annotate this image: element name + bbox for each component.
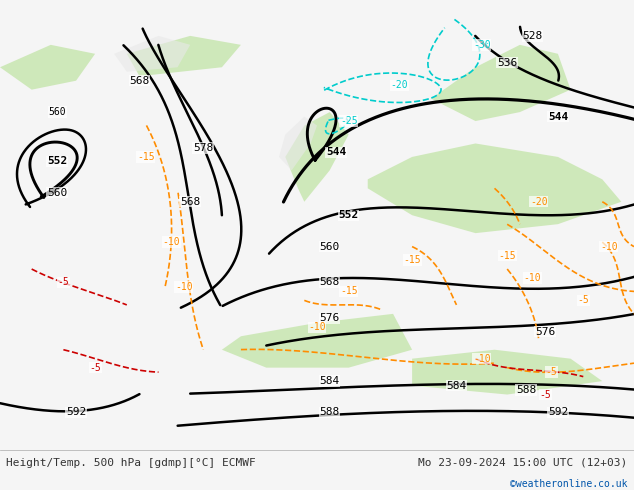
Text: 568: 568	[320, 277, 340, 288]
Text: -10: -10	[473, 354, 491, 364]
Text: -10: -10	[524, 273, 541, 283]
Text: -15: -15	[403, 255, 421, 265]
Polygon shape	[279, 117, 317, 171]
Text: 560: 560	[47, 188, 67, 198]
Text: 588: 588	[516, 385, 536, 395]
Text: Mo 23-09-2024 15:00 UTC (12+03): Mo 23-09-2024 15:00 UTC (12+03)	[418, 458, 628, 468]
Polygon shape	[368, 144, 621, 233]
Text: 552: 552	[339, 210, 359, 220]
Text: 588: 588	[320, 408, 340, 417]
Text: -10: -10	[600, 242, 618, 251]
Text: 568: 568	[180, 197, 200, 207]
Text: 560: 560	[48, 107, 66, 117]
Text: -10: -10	[162, 237, 180, 247]
Text: -30: -30	[473, 40, 491, 50]
Text: -10: -10	[175, 282, 193, 292]
Text: -15: -15	[137, 152, 155, 162]
Text: -5: -5	[58, 277, 69, 288]
Polygon shape	[285, 112, 349, 202]
Text: 536: 536	[497, 58, 517, 68]
Polygon shape	[222, 314, 412, 368]
Text: 544: 544	[548, 112, 568, 122]
Polygon shape	[114, 36, 190, 72]
Text: 578: 578	[193, 143, 213, 153]
Polygon shape	[127, 36, 241, 76]
Text: 568: 568	[129, 75, 150, 86]
Text: -20: -20	[530, 197, 548, 207]
Text: 544: 544	[326, 147, 346, 157]
Polygon shape	[431, 45, 571, 121]
Text: -20: -20	[391, 80, 408, 90]
Text: 560: 560	[320, 242, 340, 251]
Text: -25: -25	[340, 116, 358, 126]
Text: -5: -5	[578, 295, 589, 305]
Polygon shape	[412, 350, 602, 394]
Text: -5: -5	[89, 363, 101, 373]
Text: 592: 592	[66, 408, 86, 417]
Text: 552: 552	[47, 156, 67, 167]
Text: 584: 584	[320, 376, 340, 386]
Text: 584: 584	[446, 381, 467, 391]
Text: 592: 592	[548, 408, 568, 417]
Text: -15: -15	[340, 287, 358, 296]
Text: -5: -5	[546, 367, 557, 377]
Text: -10: -10	[308, 322, 326, 332]
Text: -5: -5	[540, 390, 551, 399]
Polygon shape	[0, 45, 95, 90]
Text: 528: 528	[522, 31, 543, 41]
Text: -15: -15	[498, 250, 516, 261]
Text: 576: 576	[535, 327, 555, 337]
Text: 576: 576	[320, 313, 340, 323]
Text: ©weatheronline.co.uk: ©weatheronline.co.uk	[510, 479, 628, 489]
Text: Height/Temp. 500 hPa [gdmp][°C] ECMWF: Height/Temp. 500 hPa [gdmp][°C] ECMWF	[6, 458, 256, 468]
